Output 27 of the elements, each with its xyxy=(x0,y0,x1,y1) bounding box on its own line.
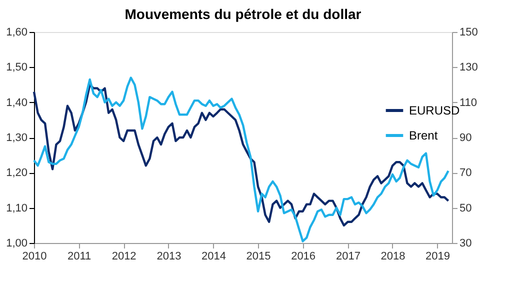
x-tick-label: 2014 xyxy=(202,250,226,262)
y2-tick-label: 30 xyxy=(460,238,472,250)
y-tick-label: 1,20 xyxy=(6,167,28,180)
y-tick-label: 1,10 xyxy=(6,202,28,214)
x-tick-label: 2013 xyxy=(156,250,182,262)
y-tick-label: 1,00 xyxy=(6,238,28,250)
y2-tick-label: 150 xyxy=(460,26,478,38)
x-tick-label: 2010 xyxy=(22,250,47,262)
legend-label: Brent xyxy=(409,128,438,142)
x-tick-label: 2019 xyxy=(426,250,450,262)
x-tick-label: 2017 xyxy=(336,250,360,262)
x-tick-label: 2015 xyxy=(246,250,271,262)
y-tick-label: 1,40 xyxy=(6,96,28,109)
x-tick-label: 2011 xyxy=(67,250,92,262)
x-tick-label: 2018 xyxy=(380,250,406,262)
x-tick-label: 2012 xyxy=(112,250,136,262)
y-tick-label: 1,60 xyxy=(6,26,28,38)
legend-label: EURUSD xyxy=(409,104,460,118)
y2-tick-label: 130 xyxy=(460,62,478,74)
chart-title: Mouvements du pétrole et du dollar xyxy=(124,6,362,22)
x-tick-label: 2016 xyxy=(291,250,316,262)
y2-tick-label: 90 xyxy=(460,132,472,144)
y-tick-label: 1,50 xyxy=(6,62,28,74)
y-tick-label: 1,30 xyxy=(6,132,28,144)
y2-tick-label: 110 xyxy=(460,96,478,109)
y2-tick-label: 50 xyxy=(460,202,472,214)
y2-tick-label: 70 xyxy=(460,167,472,180)
